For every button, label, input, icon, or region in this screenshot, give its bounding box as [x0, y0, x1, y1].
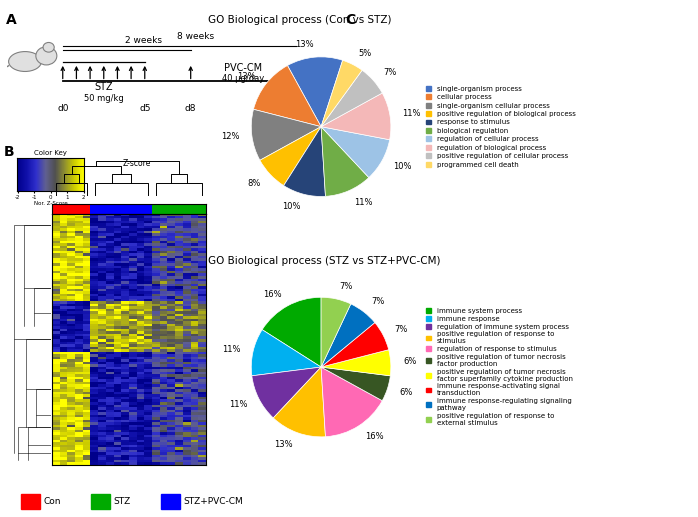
Wedge shape [321, 127, 369, 196]
Title: Color Key: Color Key [34, 150, 67, 156]
Wedge shape [321, 367, 383, 437]
Text: 7%: 7% [339, 282, 352, 291]
Text: d8: d8 [185, 104, 196, 113]
Text: d0: d0 [57, 104, 68, 113]
Text: B: B [3, 145, 14, 159]
Ellipse shape [8, 52, 41, 71]
Text: STZ: STZ [113, 497, 131, 506]
Text: 50 mg/kg: 50 mg/kg [84, 94, 124, 103]
Wedge shape [260, 127, 321, 186]
Wedge shape [251, 330, 321, 376]
Text: 11%: 11% [222, 345, 241, 354]
Wedge shape [321, 367, 390, 401]
Wedge shape [321, 349, 391, 376]
Wedge shape [288, 57, 343, 127]
Text: 10%: 10% [282, 202, 301, 211]
Wedge shape [321, 60, 362, 127]
Text: 13%: 13% [237, 72, 256, 81]
Wedge shape [321, 297, 351, 367]
Text: 5%: 5% [359, 49, 372, 58]
Wedge shape [283, 127, 325, 196]
Text: STZ: STZ [94, 82, 113, 92]
Wedge shape [321, 304, 375, 367]
Text: 12%: 12% [221, 132, 239, 142]
Text: 8%: 8% [248, 178, 261, 188]
Text: 6%: 6% [399, 388, 413, 397]
Text: GO Biological process (STZ vs STZ+PVC-CM): GO Biological process (STZ vs STZ+PVC-CM… [208, 256, 440, 266]
Text: 7%: 7% [394, 325, 408, 334]
Text: 16%: 16% [262, 291, 281, 299]
Text: d5: d5 [139, 104, 151, 113]
Text: sacrifice: sacrifice [276, 104, 315, 113]
Wedge shape [321, 323, 389, 367]
Text: 11%: 11% [403, 109, 421, 118]
Wedge shape [321, 127, 389, 177]
Wedge shape [253, 66, 321, 127]
Text: 10%: 10% [393, 162, 412, 171]
Wedge shape [321, 93, 391, 140]
Text: GO Biological process (Con vs STZ): GO Biological process (Con vs STZ) [208, 16, 391, 25]
Wedge shape [252, 367, 321, 418]
Text: 7%: 7% [383, 68, 396, 77]
Text: 8 weeks: 8 weeks [177, 32, 214, 41]
Text: 13%: 13% [295, 40, 313, 49]
Wedge shape [251, 109, 321, 160]
Text: C: C [346, 13, 356, 27]
Text: 2 weeks: 2 weeks [125, 36, 162, 45]
Circle shape [36, 47, 57, 65]
Text: 40 μg/day: 40 μg/day [222, 74, 265, 83]
Text: Z-score: Z-score [123, 159, 151, 168]
Text: 13%: 13% [274, 440, 293, 449]
Legend: immune system process, immune response, regulation of immune system process, pos: immune system process, immune response, … [426, 308, 573, 426]
Text: 11%: 11% [229, 400, 248, 409]
Text: Con: Con [43, 497, 61, 506]
Circle shape [43, 42, 54, 52]
Text: 16%: 16% [365, 432, 384, 441]
Text: 6%: 6% [403, 357, 417, 367]
X-axis label: Nor. Z-Score: Nor. Z-Score [34, 201, 68, 206]
Text: 7%: 7% [371, 297, 385, 307]
Text: STZ+PVC-CM: STZ+PVC-CM [183, 497, 243, 506]
Wedge shape [262, 297, 321, 367]
Legend: single-organism process, cellular process, single-organism cellular process, pos: single-organism process, cellular proces… [426, 86, 576, 168]
Text: 11%: 11% [354, 198, 372, 207]
Wedge shape [321, 70, 383, 127]
Text: A: A [6, 13, 17, 27]
Text: PVC-CM: PVC-CM [224, 64, 262, 73]
Wedge shape [274, 367, 325, 437]
